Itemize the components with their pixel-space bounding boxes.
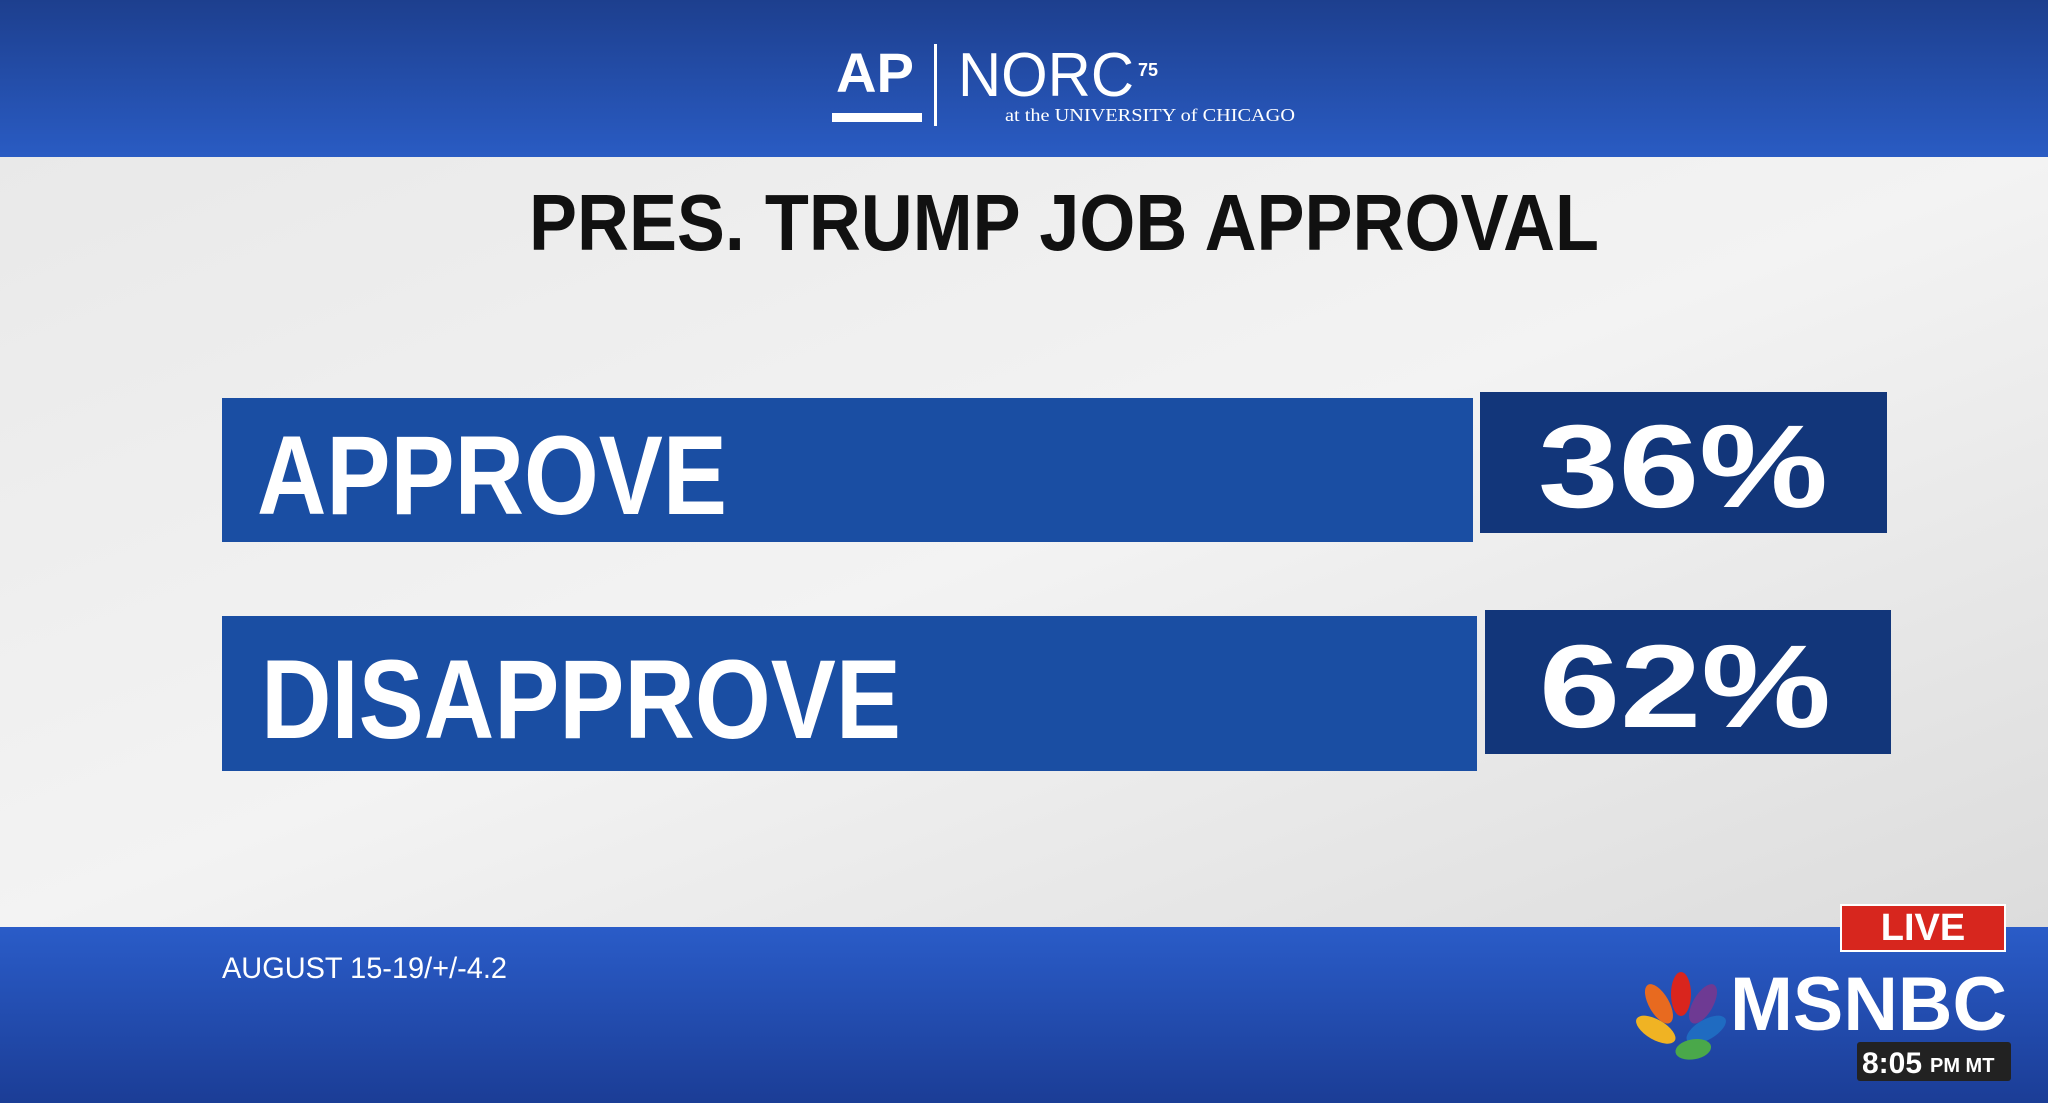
top-band (0, 0, 2048, 160)
row-label: APPROVE (257, 413, 727, 538)
time-suffix: PM MT (1930, 1055, 1994, 1077)
time-box (1857, 1042, 2011, 1081)
logo-ap-underline (832, 113, 922, 122)
logo-divider (934, 44, 937, 126)
title: PRES. TRUMP JOB APPROVAL (529, 178, 1599, 267)
live-badge (1840, 904, 2006, 952)
row-label: DISAPPROVE (261, 637, 901, 762)
logo-75: 75 (1138, 60, 1158, 80)
row-value: 62% (1539, 621, 1831, 753)
label-bar (222, 616, 1477, 771)
live-text: LIVE (1881, 907, 1965, 949)
footer-note: AUGUST 15-19/+/-4.2 (222, 952, 507, 985)
label-bar (222, 398, 1473, 542)
logo-ap: AP (836, 41, 914, 104)
network-name: MSNBC (1730, 962, 2007, 1047)
content-panel (0, 157, 2048, 929)
row-value: 36% (1538, 401, 1828, 533)
peacock-logo (1636, 972, 1726, 1060)
time: 8:05 (1862, 1047, 1922, 1080)
value-box (1485, 610, 1891, 754)
logo-subtitle: at the UNIVERSITY of CHICAGO (1005, 105, 1295, 125)
logo-norc: NORC (958, 41, 1134, 110)
value-box (1480, 392, 1887, 533)
